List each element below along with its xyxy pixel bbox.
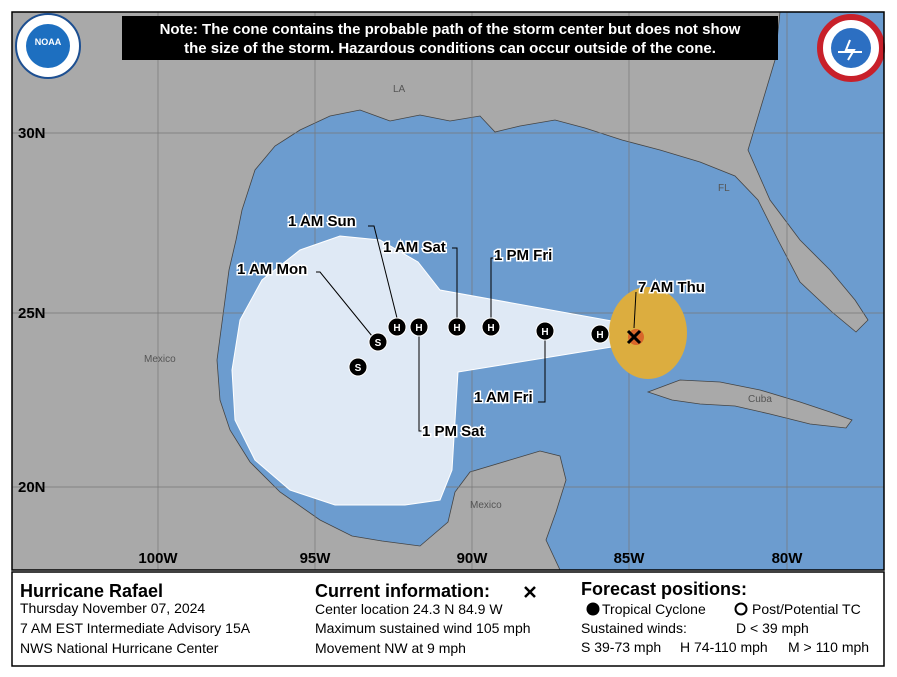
forecast-marker xyxy=(409,317,429,337)
note-line: the size of the storm. Hazardous conditi… xyxy=(184,40,716,57)
forecast-marker xyxy=(535,321,555,341)
leader-line xyxy=(490,257,494,318)
noaa-logo: NOAA xyxy=(15,13,81,79)
forecast-label: 1 PM Sat xyxy=(422,423,485,440)
nws-logo xyxy=(817,14,885,82)
storm-agency: NWS National Hurricane Center xyxy=(20,640,219,656)
forecast-marker xyxy=(447,317,467,337)
legend-entry: H 74-110 mph xyxy=(680,639,768,655)
map-frame xyxy=(11,11,885,571)
current-location: Center location 24.3 N 84.9 W xyxy=(315,601,503,617)
legend-entry: Tropical Cyclone xyxy=(602,601,706,617)
legend-entry: Sustained winds: xyxy=(581,620,687,636)
place-label: Cuba xyxy=(748,394,772,405)
forecast-label: 1 AM Fri xyxy=(474,389,533,406)
place-label: FL xyxy=(718,183,730,194)
legend-title: Forecast positions: xyxy=(581,579,747,599)
leader-line xyxy=(368,225,398,319)
longitude-label: 90W xyxy=(457,550,489,567)
leader-line xyxy=(418,336,422,432)
legend-symbol xyxy=(734,602,748,616)
storm-advisory: 7 AM EST Intermediate Advisory 15A xyxy=(20,620,251,636)
forecast-symbol: H xyxy=(596,330,603,341)
info-panel xyxy=(11,571,885,667)
current-position-marker xyxy=(626,329,642,345)
forecast-symbol: H xyxy=(393,323,400,334)
current-info-title: Current information: xyxy=(315,581,490,601)
place-label: Mexico xyxy=(144,354,176,365)
note-box xyxy=(122,16,778,60)
logo-text: NOAA xyxy=(35,37,62,47)
wind-field xyxy=(609,287,687,379)
current-movement: Movement NW at 9 mph xyxy=(315,640,466,656)
legend-entry: S 39-73 mph xyxy=(581,639,661,655)
latitude-label: 25N xyxy=(18,305,46,322)
storm-date: Thursday November 07, 2024 xyxy=(20,600,205,616)
forecast-label: 1 AM Sun xyxy=(288,213,356,230)
cuba xyxy=(646,379,853,429)
place-label: Mexico xyxy=(470,500,502,511)
forecast-label: 1 PM Fri xyxy=(494,247,552,264)
legend-entry: Post/Potential TC xyxy=(752,601,861,617)
latitude-label: 30N xyxy=(18,125,46,142)
legend-entry: D < 39 mph xyxy=(736,620,809,636)
current-position-label: 7 AM Thu xyxy=(638,279,705,296)
forecast-label: 1 AM Mon xyxy=(237,261,307,278)
forecast-label: 1 AM Sat xyxy=(383,239,446,256)
leader-line xyxy=(633,291,637,329)
storm-name: Hurricane Rafael xyxy=(20,581,163,601)
forecast-symbol: S xyxy=(375,338,382,349)
legend-entry: M > 110 mph xyxy=(788,639,869,655)
forecast-symbol: H xyxy=(487,323,494,334)
forecast-symbol: H xyxy=(453,323,460,334)
latitude-label: 20N xyxy=(18,479,46,496)
leader-line xyxy=(538,340,546,403)
current-wind: Maximum sustained wind 105 mph xyxy=(315,620,531,636)
forecast-marker xyxy=(348,357,368,377)
note-line: Note: The cone contains the probable pat… xyxy=(160,21,741,38)
track: 1 AM Fri H 1 PM Fri H 1 AM Sat H 1 PM Sat H 1 AM… xyxy=(236,212,610,442)
forecast-marker xyxy=(387,317,407,337)
forecast-marker xyxy=(481,317,501,337)
legend-symbol xyxy=(586,602,600,616)
place-label: LA xyxy=(393,84,406,95)
leader-line xyxy=(452,247,458,318)
longitude-label: 95W xyxy=(300,550,332,567)
longitude-label: 100W xyxy=(138,550,178,567)
current-icon xyxy=(524,586,536,598)
forecast-marker xyxy=(590,324,610,344)
leader-line xyxy=(316,271,373,337)
longitude-label: 80W xyxy=(772,550,804,567)
forecast-symbol: H xyxy=(541,327,548,338)
longitude-label: 85W xyxy=(614,550,646,567)
forecast-symbol: H xyxy=(415,323,422,334)
forecast-cone xyxy=(231,235,613,506)
forecast-symbol: S xyxy=(355,363,362,374)
forecast-marker xyxy=(368,332,388,352)
